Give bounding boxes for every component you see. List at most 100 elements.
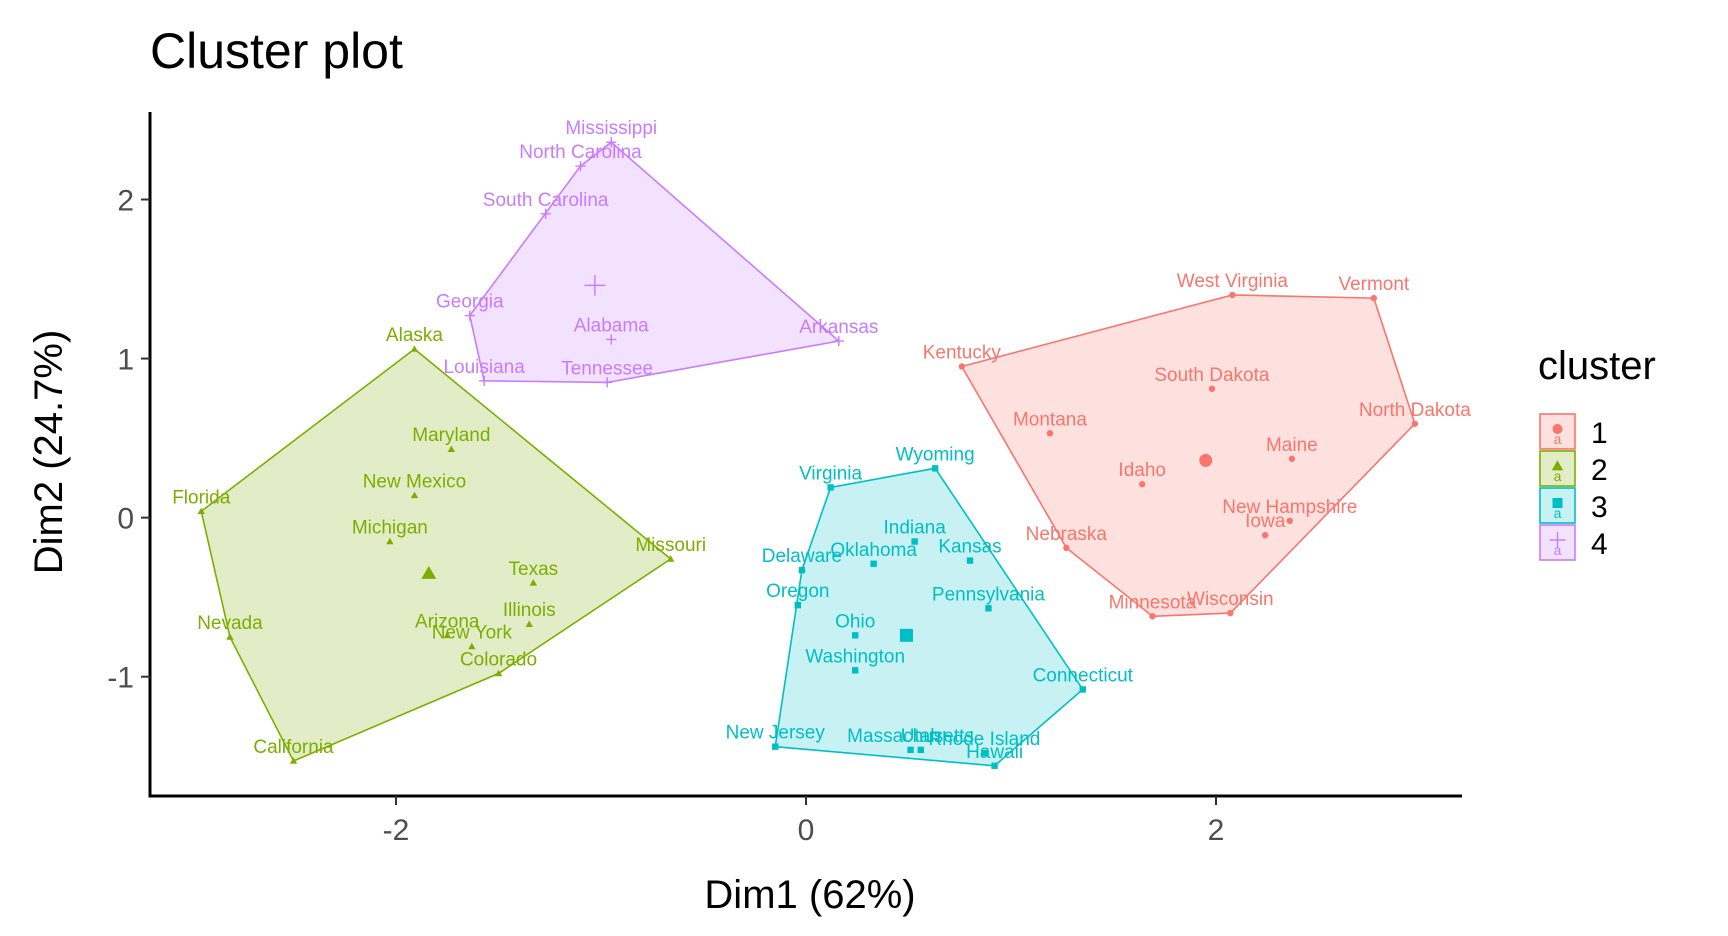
data-points [197,137,1419,769]
point-label-north-dakota: North Dakota [1359,400,1471,421]
point-label-florida: Florida [172,487,231,508]
point-label-north-carolina: North Carolina [519,142,642,163]
point-label-wisconsin: Wisconsin [1187,589,1274,610]
point-label-new-hampshire: New Hampshire [1222,497,1357,518]
y-tick-label: 0 [117,503,134,536]
point-michigan [386,537,394,545]
point-louisiana [479,375,490,386]
point-label-utah: Utah [901,726,941,747]
point-label-michigan: Michigan [352,517,428,538]
point-label-illinois: Illinois [503,600,556,621]
point-label-vermont: Vermont [1338,274,1409,295]
point-missouri [667,555,675,562]
legend: cluster a 1 a 2 a 3 a 4 [1538,344,1656,561]
point-idaho [1139,481,1146,488]
cluster-1-hull [960,294,1416,618]
legend-key-2-glyph: a [1554,468,1562,484]
point-label-connecticut: Connecticut [1033,665,1134,686]
point-montana [1046,430,1054,437]
point-oklahoma [870,560,877,567]
point-label-missouri: Missouri [635,535,706,556]
point-south-dakota [1208,385,1216,392]
point-california [289,757,298,764]
x-tick-label: 2 [1208,814,1225,847]
point-georgia [464,310,475,321]
point-washington [852,667,859,674]
point-label-nevada: Nevada [197,613,263,634]
legend-title: cluster [1538,344,1656,388]
point-label-iowa: Iowa [1245,511,1286,532]
point-new-jersey [772,743,779,750]
point-label-delaware: Delaware [762,546,842,567]
point-indiana [911,538,918,545]
point-label-colorado: Colorado [460,650,537,671]
point-label-oklahoma: Oklahoma [830,540,917,561]
cluster-2-hull [200,347,673,763]
point-oregon [794,601,801,609]
point-alaska [410,345,419,352]
point-arkansas [833,335,844,347]
legend-key-3-marker [1552,498,1563,508]
point-label-west-virginia: West Virginia [1177,271,1289,292]
point-label-minnesota: Minnesota [1109,592,1197,613]
point-virginia [827,484,834,491]
point-label-wyoming: Wyoming [896,444,975,465]
point-label-arizona: Arizona [415,611,480,632]
point-tennessee [602,377,613,388]
legend-label-3: 3 [1591,491,1608,524]
point-label-new-mexico: New Mexico [363,471,466,492]
cluster-4-hull [468,141,841,384]
point-maine [1288,455,1296,462]
point-label-pennsylvania: Pennsylvania [932,584,1045,605]
point-label-south-carolina: South Carolina [483,190,609,211]
point-wyoming [931,465,939,472]
y-axis-title: Dim2 (24.7%) [27,330,71,575]
point-rhode-island [981,749,988,757]
point-kentucky [958,363,965,370]
point-label-indiana: Indiana [883,517,946,538]
point-new-york [468,642,476,650]
point-label-maine: Maine [1266,435,1318,456]
axis-lines [148,112,1462,798]
y-tick-label: 2 [117,184,134,217]
point-connecticut [1079,686,1086,693]
point-label-south-dakota: South Dakota [1154,365,1270,386]
point-label-mississippi: Mississippi [565,118,657,139]
axes: -2 0 2 -1 0 1 2 [107,112,1462,847]
point-wisconsin [1227,609,1234,617]
point-north-dakota [1411,420,1419,427]
point-label-maryland: Maryland [412,425,490,446]
point-delaware [798,566,806,574]
point-label-idaho: Idaho [1118,460,1166,481]
point-label-alaska: Alaska [386,325,443,346]
point-nebraska [1063,544,1070,552]
x-tick-label: -2 [383,814,410,847]
point-new-mexico [410,491,419,499]
point-label-massachusetts: Massachusetts [847,726,974,747]
point-minnesota [1149,613,1156,620]
point-massachusetts [907,746,914,754]
x-axis-title: Dim1 (62%) [704,873,915,917]
point-arizona [443,631,451,639]
point-utah [917,746,924,754]
point-label-kansas: Kansas [938,537,1001,558]
point-labels: West Virginia Vermont Kentucky South Dakota… [172,118,1471,763]
point-label-oregon: Oregon [766,581,829,602]
point-label-california: California [253,737,334,758]
legend-key-4-glyph: a [1554,542,1562,558]
point-maryland [447,445,456,452]
point-alabama [606,334,617,345]
point-new-hampshire [1286,517,1294,525]
cluster-4-centroid [584,274,606,296]
point-label-new-york: New York [432,622,513,643]
point-west-virginia [1229,291,1236,299]
y-tick-label: 1 [117,344,134,377]
point-label-rhode-island: Rhode Island [928,729,1040,750]
legend-key-4-marker [1549,532,1566,548]
point-label-georgia: Georgia [436,292,504,313]
point-florida [197,507,205,515]
legend-key-1-glyph: a [1554,431,1562,447]
point-iowa [1262,531,1269,539]
cluster-2-centroid [421,565,437,579]
